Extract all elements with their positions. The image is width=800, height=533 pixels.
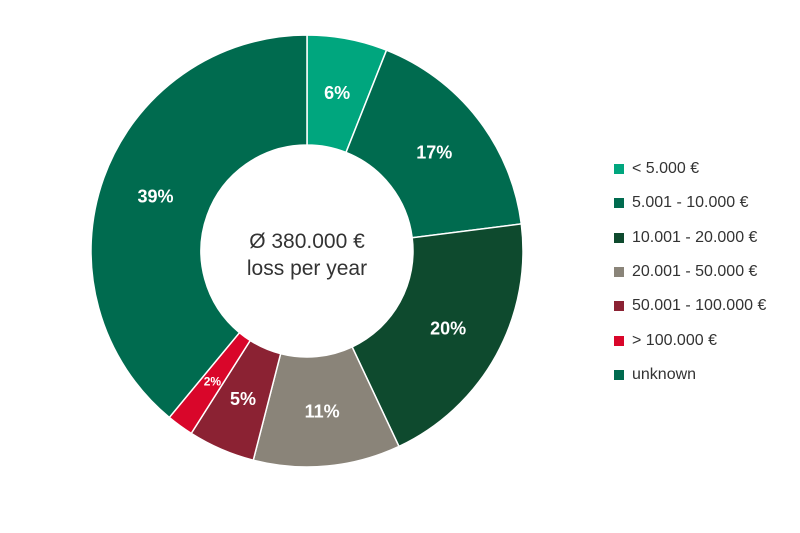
legend-swatch — [614, 232, 624, 243]
data-label-5: 2% — [204, 374, 222, 388]
legend-swatch — [614, 301, 624, 312]
data-label-3: 11% — [305, 401, 340, 421]
center-label-line-2: loss per year — [247, 257, 367, 280]
legend-swatch — [614, 164, 624, 175]
slice-6 — [90, 34, 308, 419]
slice-1 — [345, 49, 523, 239]
legend-item: unknown — [614, 358, 766, 392]
legend-label: 20.001 - 50.000 € — [632, 263, 758, 281]
legend-label: unknown — [632, 365, 697, 383]
legend-item: > 100.000 € — [614, 323, 766, 357]
legend-swatch — [614, 267, 624, 278]
legend-item: 20.001 - 50.000 € — [614, 255, 766, 289]
legend-item: 50.001 - 100.000 € — [614, 289, 766, 323]
data-label-0: 6% — [324, 83, 350, 103]
data-labels: 6% 17% 20% 11% 5% 2% 39% — [138, 83, 467, 421]
legend-swatch — [614, 369, 624, 380]
data-label-2: 20% — [430, 319, 466, 339]
legend-item: 10.001 - 20.000 € — [614, 221, 766, 255]
legend-label: 10.001 - 20.000 € — [632, 228, 758, 246]
legend-label: 50.001 - 100.000 € — [632, 297, 767, 315]
legend-label: 5.001 - 10.000 € — [632, 194, 749, 212]
center-label-line-1: Ø 380.000 € — [249, 230, 365, 253]
legend-swatch — [614, 198, 624, 209]
slice-2 — [351, 223, 524, 448]
data-label-6: 39% — [138, 186, 174, 206]
legend-item: < 5.000 € — [614, 152, 766, 186]
legend-label: < 5.000 € — [632, 160, 700, 178]
slices — [90, 34, 524, 468]
data-label-4: 5% — [230, 389, 256, 409]
legend: < 5.000 € 5.001 - 10.000 € 10.001 - 20.000… — [614, 152, 766, 392]
data-label-1: 17% — [416, 142, 452, 162]
legend-item: 5.001 - 10.000 € — [614, 186, 766, 220]
legend-label: > 100.000 € — [632, 331, 717, 349]
legend-swatch — [614, 335, 624, 346]
